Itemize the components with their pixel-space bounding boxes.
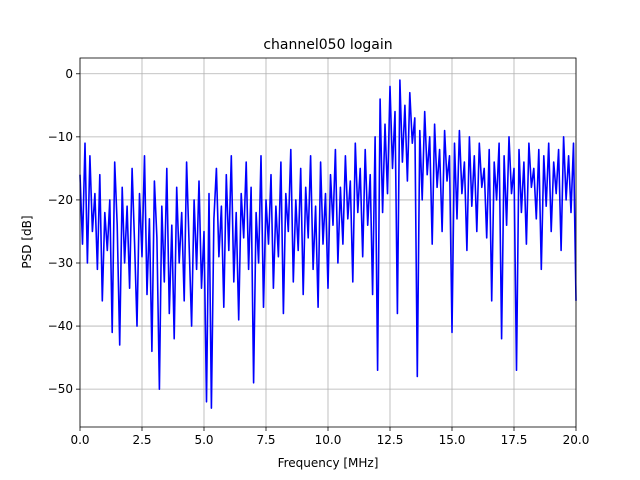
y-tick-label: −20 — [48, 193, 73, 207]
psd-series-line — [79, 79, 577, 409]
y-tick-label: −10 — [48, 130, 73, 144]
x-axis-label: Frequency [MHz] — [278, 456, 379, 470]
x-tick-label: 7.5 — [256, 433, 275, 447]
x-tick-label: 15.0 — [439, 433, 466, 447]
x-tick-label: 5.0 — [194, 433, 213, 447]
plot-area — [79, 79, 577, 409]
x-tick-label: 2.5 — [132, 433, 151, 447]
y-axis-label: PSD [dB] — [20, 215, 34, 268]
y-tick-label: −40 — [48, 319, 73, 333]
y-tick-label: 0 — [65, 67, 73, 81]
x-tick-label: 17.5 — [501, 433, 528, 447]
y-axis-ticks: 0 −10 −20 −30 −40 −50 — [48, 67, 80, 396]
x-tick-label: 10.0 — [315, 433, 342, 447]
x-tick-label: 0.0 — [70, 433, 89, 447]
y-tick-label: −50 — [48, 382, 73, 396]
x-axis-ticks: 0.0 2.5 5.0 7.5 10.0 12.5 15.0 17.5 20.0 — [70, 427, 589, 447]
grid-lines — [79, 58, 577, 427]
x-tick-label: 12.5 — [377, 433, 404, 447]
chart-title: channel050 logain — [263, 37, 392, 53]
y-tick-label: −30 — [48, 256, 73, 270]
x-tick-label: 20.0 — [563, 433, 590, 447]
